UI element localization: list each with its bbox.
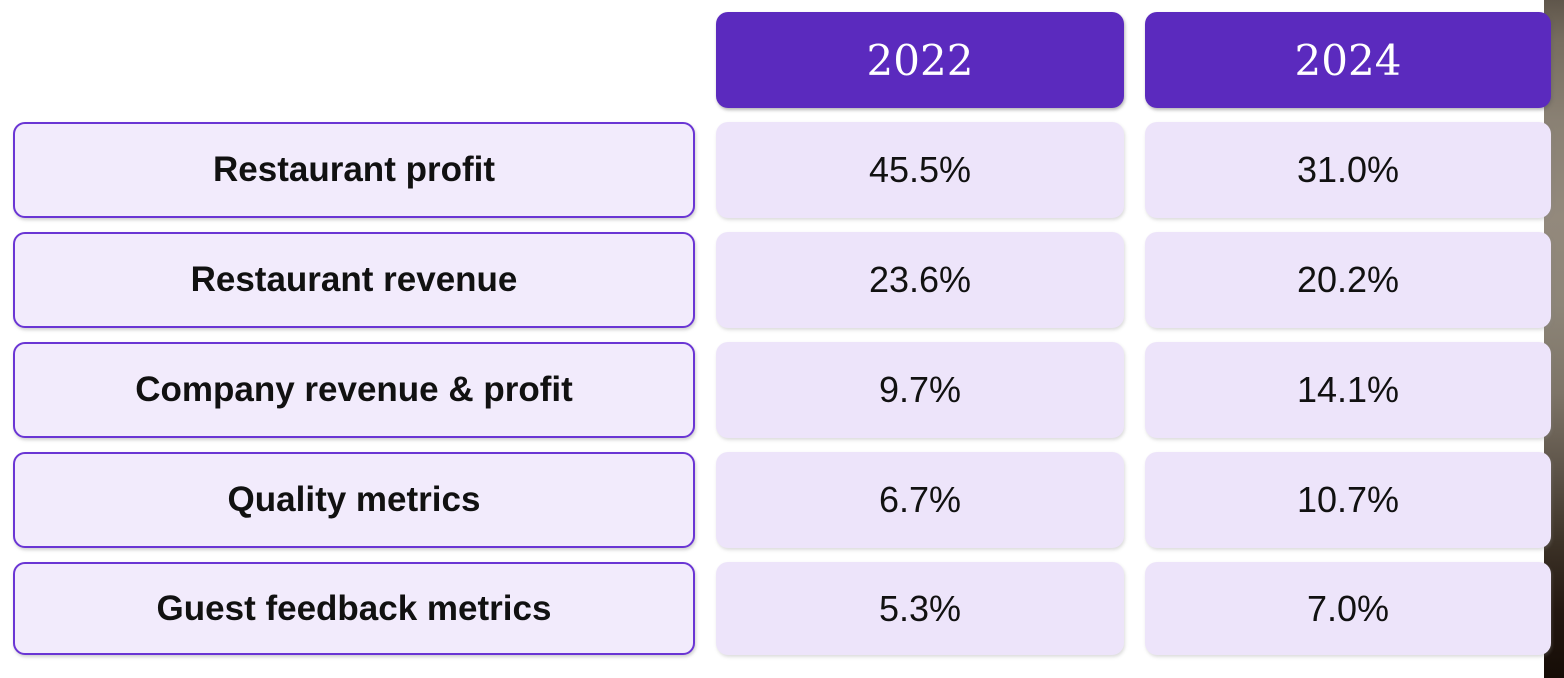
value-guest-feedback-metrics-2022: 5.3%	[716, 562, 1124, 655]
column-header-2022: 2022	[716, 12, 1124, 108]
value-restaurant-revenue-2022: 23.6%	[716, 232, 1124, 328]
value-guest-feedback-metrics-2024: 7.0%	[1145, 562, 1551, 655]
value-company-revenue-profit-2022: 9.7%	[716, 342, 1124, 438]
row-label-restaurant-revenue: Restaurant revenue	[13, 232, 695, 328]
comparison-table: 2022 2024 Restaurant profit 45.5% 31.0% …	[13, 12, 1551, 655]
row-label-quality-metrics: Quality metrics	[13, 452, 695, 548]
header-empty-cell	[13, 12, 695, 108]
value-company-revenue-profit-2024: 14.1%	[1145, 342, 1551, 438]
value-restaurant-profit-2022: 45.5%	[716, 122, 1124, 218]
value-restaurant-revenue-2024: 20.2%	[1145, 232, 1551, 328]
column-header-2024: 2024	[1145, 12, 1551, 108]
value-quality-metrics-2024: 10.7%	[1145, 452, 1551, 548]
row-label-company-revenue-profit: Company revenue & profit	[13, 342, 695, 438]
value-restaurant-profit-2024: 31.0%	[1145, 122, 1551, 218]
row-label-guest-feedback-metrics: Guest feedback metrics	[13, 562, 695, 655]
value-quality-metrics-2022: 6.7%	[716, 452, 1124, 548]
row-label-restaurant-profit: Restaurant profit	[13, 122, 695, 218]
